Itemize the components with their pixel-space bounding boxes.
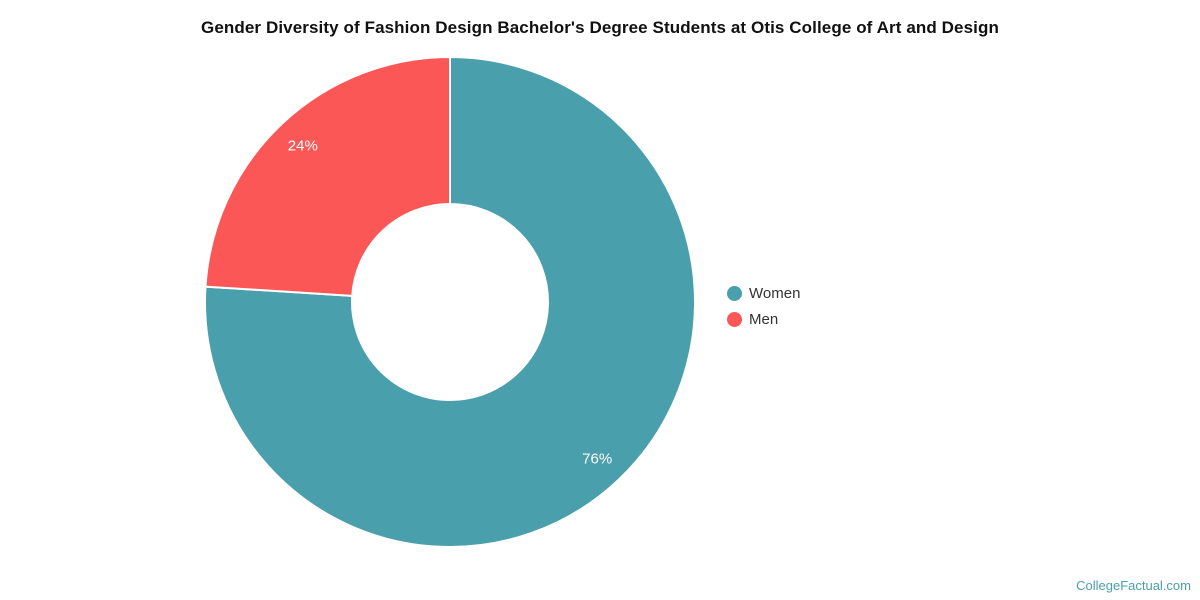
legend-item-men[interactable]: Men xyxy=(727,306,800,332)
legend-label-women: Women xyxy=(749,284,801,302)
men-legend-marker-icon xyxy=(727,311,742,327)
slice-men[interactable] xyxy=(204,56,451,297)
chart-title: Gender Diversity of Fashion Design Bache… xyxy=(201,18,999,37)
legend-item-women[interactable]: Women xyxy=(727,280,800,306)
legend-label-men: Men xyxy=(749,310,779,328)
slice-label-women: 76% xyxy=(582,451,612,468)
women-legend-marker-icon xyxy=(727,285,742,301)
slice-women[interactable] xyxy=(204,56,696,548)
slice-label-men: 24% xyxy=(288,137,318,154)
watermark: CollegeFactual.com xyxy=(1076,578,1191,593)
legend: Women Men xyxy=(727,280,800,332)
